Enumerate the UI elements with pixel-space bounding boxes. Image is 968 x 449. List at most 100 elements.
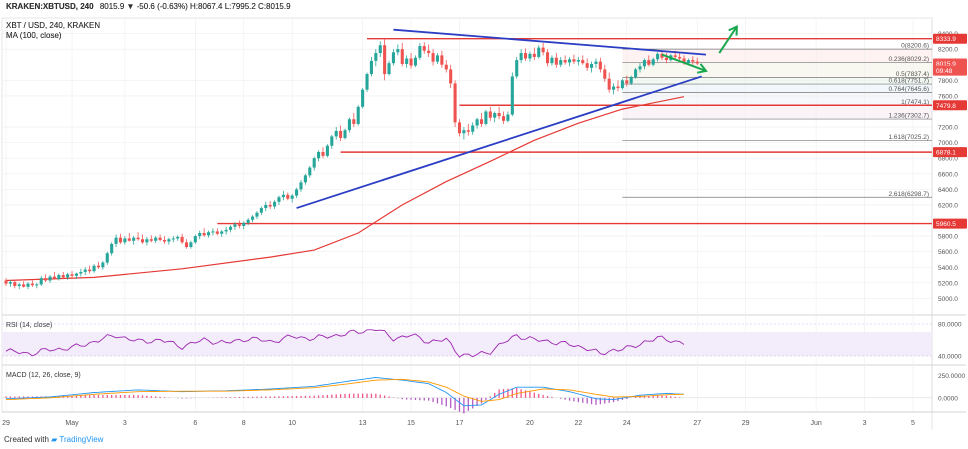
candle-body <box>52 276 56 279</box>
candle-body <box>259 208 263 213</box>
x-tick-label: 29 <box>2 420 10 427</box>
candle-body <box>255 212 259 217</box>
candle-body <box>13 282 17 286</box>
candle-body <box>612 86 616 90</box>
ma-legend: MA (100, close) <box>6 31 62 40</box>
candle-body <box>625 80 629 84</box>
candle-body <box>198 232 202 237</box>
candle-body <box>537 47 541 57</box>
candle-body <box>114 237 118 244</box>
candle-body <box>532 53 536 57</box>
price-badge <box>933 65 967 76</box>
candle-body <box>277 197 281 202</box>
candle-body <box>171 238 175 240</box>
candle-body <box>8 282 12 284</box>
candle-body <box>22 284 26 287</box>
candle-body <box>651 59 655 65</box>
y-tick-label: 5400.0 <box>938 265 958 272</box>
x-tick-label: May <box>65 420 79 427</box>
candle-body <box>427 50 431 54</box>
candle-body <box>184 242 189 248</box>
fib-zone <box>622 62 932 78</box>
fib-level-label: 0.618(7751.7) <box>889 78 929 85</box>
candle-body <box>365 74 369 90</box>
macd-legend: MACD (12, 26, close, 9) <box>6 372 81 379</box>
candle-body <box>352 119 356 124</box>
fib-level-label: 1.618(7025.2) <box>889 134 929 141</box>
candle-body <box>620 80 624 89</box>
candle-body <box>57 275 61 279</box>
candle-body <box>642 60 646 67</box>
candle-body <box>361 89 365 107</box>
chart-title: XBT / USD, 240, KRAKEN <box>6 21 101 30</box>
candle-body <box>479 119 484 124</box>
candle-body <box>74 273 78 276</box>
candle-body <box>462 130 466 134</box>
candle-body <box>471 125 475 132</box>
candle-body <box>409 58 413 66</box>
macd-tick-label: 0.0000 <box>938 395 958 402</box>
fib-level-label: 1(7474.1) <box>901 99 929 106</box>
quote-values-overlay: 8015.9 ▼ -50.6 (-0.63%) H:8067.4 L:7995.… <box>99 2 291 11</box>
ma-legend-overlay: MA (100, close) <box>6 31 62 40</box>
candle-body <box>242 222 246 226</box>
price-badge-label: 5960.5 <box>936 221 956 228</box>
x-tick-label: 8 <box>242 420 246 427</box>
green-arrow-shaft <box>661 53 707 72</box>
candle-body <box>206 232 211 236</box>
candle-body <box>616 86 620 89</box>
x-tick-label: 29 <box>742 420 750 427</box>
candle-body <box>308 167 312 176</box>
candle-body <box>290 195 294 199</box>
candle-body <box>79 271 83 274</box>
x-tick-label: 17 <box>456 420 464 427</box>
x-tick-label: 20 <box>526 420 534 427</box>
fib-zone <box>622 84 932 93</box>
candle-body <box>224 229 228 232</box>
candle-body <box>435 55 440 62</box>
candle-body <box>110 243 114 254</box>
candle-body <box>581 60 585 64</box>
price-badge-label: 8333.9 <box>936 36 956 43</box>
x-tick-label: 22 <box>574 420 582 427</box>
candle-body <box>691 60 695 62</box>
price-badge <box>933 218 967 229</box>
rsi-line <box>5 329 685 358</box>
candle-body <box>268 204 272 207</box>
candle-body <box>246 219 250 223</box>
candle-body <box>519 53 523 61</box>
candle-body <box>457 122 462 134</box>
candle-body <box>541 47 545 53</box>
fib-zones <box>622 49 932 120</box>
candle-body <box>118 237 123 243</box>
candle-body <box>378 45 382 54</box>
candle-body <box>559 60 563 65</box>
candle-body <box>154 237 158 241</box>
candle-body <box>66 274 70 278</box>
candle-body <box>145 239 149 243</box>
candle-body <box>678 56 682 59</box>
candle-body <box>123 238 127 243</box>
x-tick-label: 3 <box>863 420 867 427</box>
candle-body <box>149 239 153 241</box>
candle-body <box>88 269 92 272</box>
candle-body <box>264 204 268 209</box>
candle-body <box>629 77 633 84</box>
candle-body <box>273 201 277 207</box>
x-tick-label: 27 <box>693 420 701 427</box>
rsi-tick-label: 40.0000 <box>938 354 962 361</box>
candle-body <box>96 265 100 268</box>
symbol-header-overlay: KRAKEN:XBTUSD, 240 8015.9 ▼ -50.6 (-0.63… <box>6 2 291 11</box>
footer-credit[interactable]: Created with ▰ TradingView <box>4 435 103 444</box>
candle-body <box>418 46 422 58</box>
green-arrow-head <box>697 63 708 74</box>
candle-body <box>343 130 347 138</box>
candle-body <box>431 53 435 62</box>
fib-level-label: 0.5(7837.4) <box>896 71 929 78</box>
fib-zone <box>622 92 932 106</box>
candle-body <box>325 145 329 156</box>
candle-body <box>528 53 532 59</box>
candle-body <box>48 276 52 281</box>
price-badge-label: 6878.1 <box>936 150 956 157</box>
